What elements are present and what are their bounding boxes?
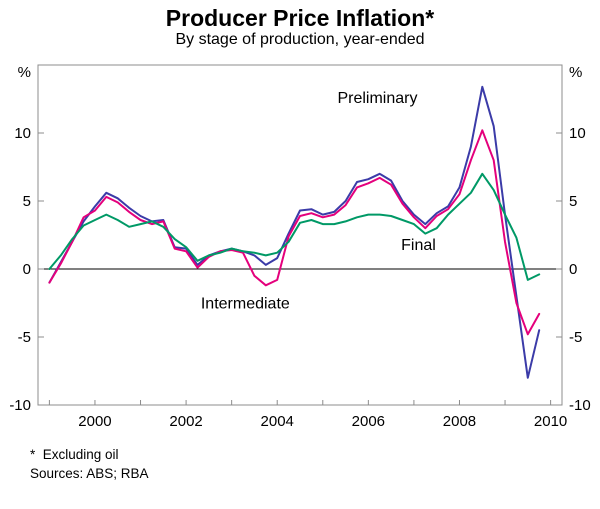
chart-footnotes: * Excluding oil Sources: ABS; RBA: [0, 446, 600, 484]
x-tick-label: 2010: [534, 413, 567, 430]
series-line-intermediate: [48, 129, 541, 336]
y-tick-label-left: -5: [18, 329, 31, 346]
x-tick-label: 2004: [261, 413, 294, 430]
series-line-preliminary: [48, 86, 541, 380]
x-tick-label: 2002: [169, 413, 202, 430]
series-label-intermediate: Intermediate: [201, 296, 290, 313]
y-axis-unit-left: %: [18, 64, 31, 81]
y-tick-label-right: 0: [569, 261, 577, 278]
x-tick-label: 2006: [352, 413, 385, 430]
plot-border: [37, 64, 563, 406]
y-tick-label-right: -5: [569, 329, 582, 346]
y-axis-unit-right: %: [569, 64, 582, 81]
x-tick-label: 2008: [443, 413, 476, 430]
series-label-preliminary: Preliminary: [337, 91, 417, 108]
chart-subtitle: By stage of production, year-ended: [175, 31, 425, 49]
y-tick-label-right: 5: [569, 193, 577, 210]
footnote-excluding-oil: * Excluding oil: [30, 447, 119, 463]
chart-title: Producer Price Inflation*: [165, 5, 435, 31]
footnote-sources: Sources: ABS; RBA: [30, 466, 149, 482]
x-tick-label: 2000: [78, 413, 111, 430]
y-tick-label-right: -10: [569, 397, 591, 414]
series-label-final: Final: [401, 237, 436, 254]
y-tick-label-left: 5: [23, 193, 31, 210]
y-tick-label-left: 10: [14, 125, 31, 142]
series-line-final: [48, 173, 541, 282]
chart-svg: -10 -10 -5 -5 0 0 5 5 10 10% % 2000 2002 2004 2006 2008…: [9, 64, 591, 430]
y-tick-label-left: -10: [9, 397, 31, 414]
y-tick-label-left: 0: [23, 261, 31, 278]
y-tick-label-right: 10: [569, 125, 586, 142]
